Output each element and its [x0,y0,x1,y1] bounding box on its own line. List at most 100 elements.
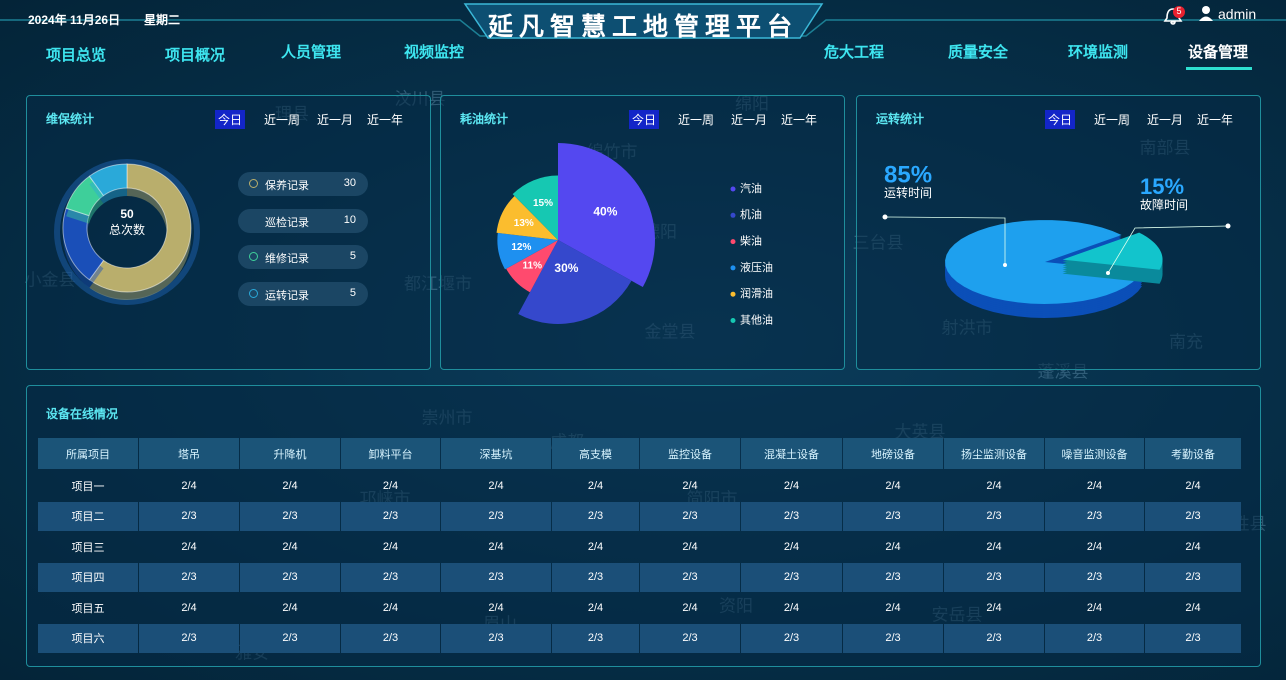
table-cell: 2/4 [181,540,197,553]
nav-item[interactable]: 危大工程 [823,44,885,61]
tab[interactable]: 今日 [1044,110,1076,129]
table-cell: 2/4 [1086,601,1103,614]
table-cell: 2/3 [1045,623,1144,653]
leader-dot [1003,263,1007,267]
nav-item[interactable]: 项目总览 [45,47,107,64]
user-icon-body [1199,16,1213,21]
table-cell: 深基坑 [441,438,551,469]
table-cell: 2/4 [885,601,901,614]
legend-item: 保养记录 30 [238,172,368,196]
nav-item[interactable]: 视频监控 [403,44,465,61]
table-cell: 2/4 [488,601,504,614]
percent: 15% [1140,174,1184,199]
legend-marker [249,252,258,261]
table-cell: 2/3 [240,623,340,653]
table-cell: 地磅设备 [843,438,943,469]
pie3d-slice [1062,232,1163,270]
percent-label: 运转时间 [884,185,932,200]
table-cell: 2/4 [1086,540,1103,553]
legend-label: 汽油 [740,181,762,195]
tab[interactable]: 近一周 [263,113,301,127]
table-cell: 2/3 [843,501,943,531]
table-cell: 项目二 [38,501,138,531]
tab[interactable]: 近一月 [730,113,768,127]
donut-total-label: 总次数 [109,222,145,237]
table-cell: 项目五 [71,602,105,615]
title-banner [463,3,824,39]
table-cell: 2/4 [282,601,298,614]
table-cell: 2/4 [382,479,399,492]
legend-label: 润滑油 [740,286,773,300]
nav-item[interactable]: 人员管理 [280,44,342,61]
table-cell: 2/4 [783,601,800,614]
nav-item[interactable]: 项目概况 [164,47,226,64]
legend-value: 30 [343,177,356,189]
table-cell: 2/3 [1145,562,1241,592]
tab[interactable]: 近一周 [1093,113,1131,127]
table-cell: 2/3 [552,562,639,592]
legend-label: 柴油 [740,234,762,248]
percent: 85% [884,161,932,188]
table-cell: 2/3 [1045,562,1144,592]
badge [1173,6,1185,18]
tab[interactable]: 近一月 [1146,113,1184,127]
donut-segment [88,163,128,197]
rose-slice [518,240,632,324]
tab[interactable]: 近一年 [780,113,818,127]
legend-item: 运转记录 5 [238,281,368,306]
donut-total: 50 [120,207,134,221]
slice-label: 15% [533,198,553,209]
nav-item[interactable]: 设备管理 [1187,44,1249,61]
user-name[interactable]: admin [1218,6,1257,22]
donut-glow [54,159,200,305]
table-cell: 2/4 [1185,479,1201,492]
slice-label: 13% [514,218,534,229]
table-cell: 塔吊 [139,438,239,469]
tab[interactable]: 今日 [214,110,246,129]
table-cell: 混凝土设备 [741,438,842,469]
legend-dot [730,212,736,218]
tab[interactable]: 近一月 [316,113,354,127]
table-cell: 考勤设备 [1145,438,1241,469]
table-cell: 2/3 [1145,501,1241,531]
rose-slice [512,175,558,240]
panel-title: 耗油统计 [460,112,509,126]
panel-title: 运转统计 [876,112,925,126]
table-cell: 升降机 [240,438,340,469]
legend-label: 液压油 [740,260,773,274]
legend-value: 5 [349,286,356,299]
table-cell: 2/3 [552,623,639,653]
table-cell: 2/4 [282,540,298,553]
tab[interactable]: 今日 [628,110,660,129]
donut-segment [88,163,192,293]
user-icon [1202,6,1210,14]
table-cell: 2/3 [640,501,740,531]
table-cell: 2/4 [587,540,604,553]
legend-item: 巡检记录 10 [238,208,368,233]
nav-item[interactable]: 质量安全 [947,44,1009,61]
table-cell: 2/4 [783,479,800,492]
table-cell: 2/3 [640,623,740,653]
nav-item[interactable]: 环境监测 [1067,44,1129,61]
table-cell: 2/3 [741,623,842,653]
tab[interactable]: 近一年 [366,113,404,127]
table-cell: 2/3 [139,562,239,592]
table-cell: 2/4 [382,601,399,614]
pie3d-slice [945,220,1143,304]
tab[interactable]: 近一年 [1196,113,1234,127]
date: 2024年 11月26日 [28,13,121,27]
table-cell: 2/3 [843,562,943,592]
slice-label: 40% [593,204,617,218]
slice-label: 12% [511,242,531,253]
legend-value: 10 [343,213,356,226]
table-cell: 2/4 [682,479,698,492]
table-cell: 2/4 [488,540,504,553]
rose-slice [497,232,558,270]
panel-title: 维保统计 [46,112,95,126]
table-cell: 2/4 [986,479,1002,492]
table-cell: 噪音监测设备 [1045,438,1144,469]
table-cell: 2/4 [682,540,698,553]
legend-dot [730,186,736,192]
tab[interactable]: 近一周 [677,113,715,127]
